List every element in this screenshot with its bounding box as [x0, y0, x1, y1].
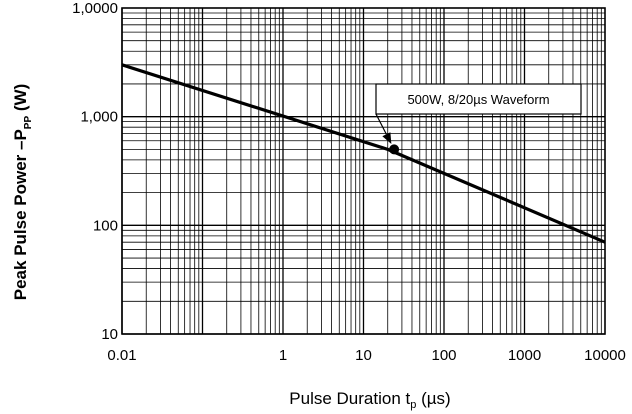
annotation: 500W, 8/20µs Waveform	[375, 83, 582, 155]
x-axis-label-sub: p	[410, 399, 416, 411]
x-tick-label: 10000	[584, 347, 626, 364]
x-tick-label: 1	[279, 347, 287, 364]
annotation-arrowhead	[382, 132, 392, 145]
x-tick-label: 0.01	[107, 347, 136, 364]
marker-point	[389, 144, 400, 155]
annotation-box	[375, 83, 582, 115]
y-tick-label: 1,0000	[72, 0, 118, 17]
y-tick-label: 1,000	[80, 109, 118, 126]
y-tick-labels: 10 100 1,000 1,0000	[72, 0, 118, 343]
y-axis-label: Peak Pulse Power –PPP (W)	[11, 84, 34, 300]
annotation-label: 500W, 8/20µs Waveform	[407, 92, 549, 107]
x-tick-label: 100	[431, 347, 456, 364]
x-axis-label: Pulse Duration tp (µs)	[289, 389, 450, 411]
y-axis-label-sub: PP	[23, 116, 34, 130]
x-axis-label-main: Pulse Duration t	[289, 389, 410, 408]
annotation-arrow	[375, 113, 387, 135]
series-lines	[121, 63, 606, 244]
series-line	[121, 63, 606, 244]
y-axis-label-unit: (W)	[11, 84, 30, 116]
y-tick-label: 100	[93, 217, 118, 234]
y-tick-label: 10	[101, 326, 118, 343]
y-axis-label-main: Peak Pulse Power –P	[11, 129, 30, 300]
x-tick-label: 10	[355, 347, 372, 364]
x-axis-label-unit: (µs)	[416, 389, 450, 408]
x-tick-label: 1000	[508, 347, 541, 364]
x-tick-labels: 0.01 1 10 100 1000 10000	[107, 347, 625, 364]
plot-frame	[121, 7, 606, 335]
